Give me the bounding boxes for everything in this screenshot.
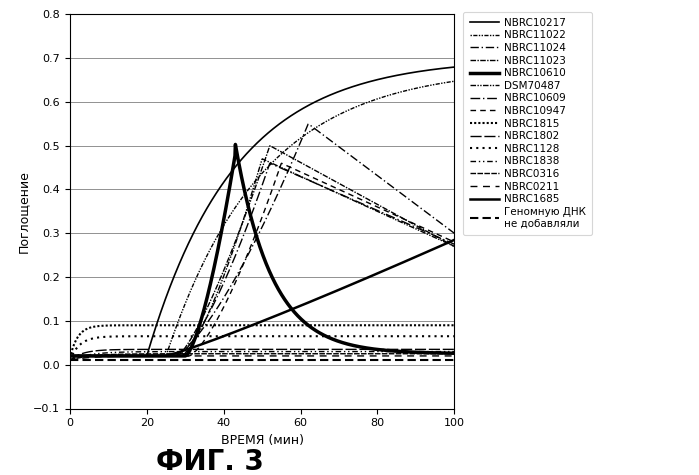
Text: ФИГ. 3: ФИГ. 3 xyxy=(156,448,264,475)
Y-axis label: Поглощение: Поглощение xyxy=(17,170,30,253)
Legend: NBRC10217, NBRC11022, NBRC11024, NBRC11023, NBRC10610, DSM70487, NBRC10609, NBRC: NBRC10217, NBRC11022, NBRC11024, NBRC110… xyxy=(463,11,592,235)
X-axis label: ВРЕМЯ (мин): ВРЕМЯ (мин) xyxy=(221,434,303,447)
